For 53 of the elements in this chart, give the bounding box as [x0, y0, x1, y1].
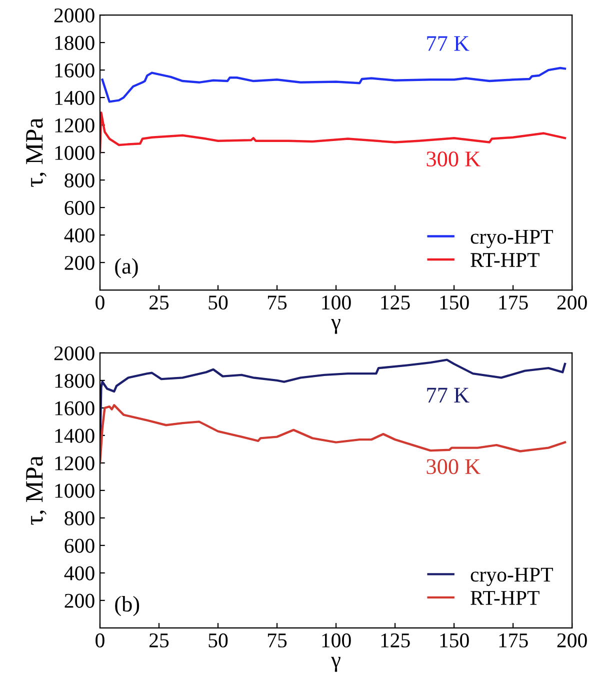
x-tick-label: 25 — [149, 633, 169, 648]
y-tick-label: 1200 — [55, 118, 94, 132]
x-tick-label: 150 — [440, 633, 469, 648]
y-tick-label: 200 — [64, 256, 94, 270]
x-tick-label: 200 — [557, 295, 587, 310]
x-tick-label: 150 — [440, 295, 469, 310]
line-series — [101, 66, 566, 103]
annotation: 300 K — [426, 152, 480, 166]
y-tick-label: 1600 — [55, 401, 94, 416]
y-tick-label: 2000 — [54, 8, 94, 22]
y-tick-label: 2000 — [54, 346, 94, 360]
y-tick-label: 800 — [64, 511, 94, 526]
x-tick-label: 75 — [268, 296, 287, 310]
y-tick-label: 1200 — [55, 456, 94, 470]
legend-label: RT-HPT — [470, 253, 540, 267]
annotation: (a) — [115, 258, 138, 278]
x-tick-label: 75 — [268, 634, 287, 648]
y-tick-label: 1000 — [55, 146, 94, 160]
x-tick-label: 100 — [322, 633, 351, 648]
x-tick-label: 200 — [557, 633, 587, 648]
x-axis-title: γ — [331, 318, 340, 334]
y-tick-label: 600 — [64, 538, 94, 553]
x-tick-label: 0 — [96, 633, 104, 648]
y-tick-label: 1800 — [55, 36, 94, 50]
x-tick-label: 175 — [499, 633, 528, 648]
y-tick-label: 1600 — [55, 63, 94, 78]
x-tick-label: 50 — [208, 633, 228, 648]
x-tick-label: 50 — [208, 295, 228, 310]
annotation: (b) — [115, 596, 140, 616]
y-tick-label: 400 — [64, 228, 94, 242]
y-tick-label: 1400 — [55, 90, 94, 105]
y-tick-label: 800 — [64, 173, 94, 188]
x-tick-label: 125 — [381, 633, 410, 648]
y-tick-label: 400 — [64, 566, 94, 580]
y-axis-title: τ, MPa — [26, 118, 46, 187]
x-tick-label: 25 — [149, 296, 169, 310]
x-tick-label: 175 — [499, 296, 528, 310]
x-tick-label: 0 — [96, 295, 104, 310]
annotation: 77 K — [427, 36, 470, 51]
x-tick-label: 100 — [322, 295, 351, 310]
legend-label: cryo-HPT — [470, 230, 553, 248]
y-tick-label: 200 — [64, 594, 94, 608]
y-tick-label: 1000 — [55, 484, 94, 498]
annotation: 300 K — [426, 459, 480, 474]
y-tick-label: 1400 — [55, 428, 94, 443]
y-tick-label: 600 — [64, 200, 94, 215]
x-axis-title: γ — [331, 656, 340, 672]
x-tick-label: 125 — [381, 296, 410, 310]
y-tick-label: 1800 — [55, 374, 94, 388]
legend-label: RT-HPT — [470, 591, 540, 605]
annotation: 77 K — [427, 388, 470, 402]
legend-label: cryo-HPT — [470, 568, 553, 586]
y-axis-title: τ, MPa — [26, 456, 46, 525]
